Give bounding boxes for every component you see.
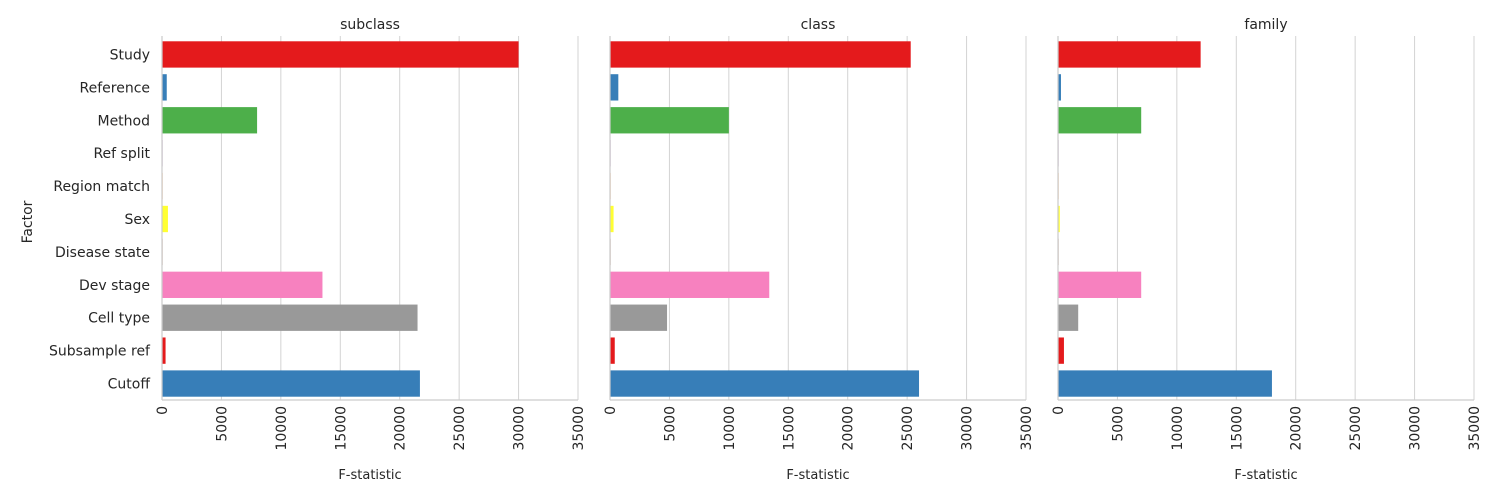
y-axis-title: Factor — [20, 200, 36, 243]
x-tick-label-p0-4: 20000 — [393, 406, 409, 451]
bar-subclass-9 — [162, 337, 166, 364]
x-axis-title-p2: F-statistic — [1234, 468, 1297, 483]
y-tick-label-9: Subsample ref — [49, 344, 151, 360]
y-tick-label-1: Reference — [80, 80, 151, 96]
y-tick-label-10: Cutoff — [108, 377, 151, 393]
x-tick-label-p2-1: 5000 — [1110, 406, 1126, 442]
bar-subclass-7 — [162, 271, 323, 298]
x-tick-label-p1-3: 15000 — [781, 406, 797, 451]
y-tick-label-4: Region match — [53, 179, 150, 195]
x-tick-label-p1-0: 0 — [603, 406, 619, 415]
bar-class-5 — [610, 205, 614, 233]
x-tick-label-p1-5: 25000 — [900, 406, 916, 451]
panel-title-1: class — [801, 17, 836, 33]
x-tick-label-p1-1: 5000 — [662, 406, 678, 442]
bar-family-10 — [1058, 370, 1272, 397]
x-tick-label-p0-2: 10000 — [274, 406, 290, 451]
x-tick-label-p2-6: 30000 — [1408, 406, 1424, 451]
bar-class-8 — [610, 304, 668, 331]
y-tick-label-8: Cell type — [88, 311, 150, 327]
x-tick-label-p1-2: 10000 — [722, 406, 738, 451]
bar-class-9 — [610, 337, 615, 364]
grid-layer — [161, 36, 1475, 400]
x-tick-label-p0-7: 35000 — [571, 406, 587, 451]
bar-layer — [162, 41, 1272, 397]
bar-subclass-0 — [162, 41, 519, 68]
x-axis-title-p0: F-statistic — [338, 468, 401, 483]
x-tick-label-p1-7: 35000 — [1019, 406, 1035, 451]
x-tick-label-p2-7: 35000 — [1467, 406, 1483, 451]
bar-family-8 — [1058, 304, 1079, 331]
bar-class-2 — [610, 107, 729, 134]
bar-family-2 — [1058, 107, 1142, 134]
bar-family-1 — [1058, 74, 1061, 101]
bar-subclass-10 — [162, 370, 420, 397]
panel-title-0: subclass — [340, 17, 400, 33]
y-tick-label-7: Dev stage — [79, 278, 150, 294]
label-layer: Factor 0 5000 10000 15000 20000 25000 30000 350… — [20, 17, 1483, 483]
x-tick-label-p2-4: 20000 — [1289, 406, 1305, 451]
bar-family-5 — [1058, 205, 1060, 233]
x-tick-label-p1-6: 30000 — [960, 406, 976, 451]
panel-title-2: family — [1244, 17, 1287, 33]
bar-family-7 — [1058, 271, 1142, 298]
y-tick-label-3: Ref split — [93, 146, 150, 162]
bar-subclass-8 — [162, 304, 418, 331]
x-tick-label-p0-6: 30000 — [512, 406, 528, 451]
x-tick-label-p2-2: 10000 — [1170, 406, 1186, 451]
x-tick-label-p2-3: 15000 — [1229, 406, 1245, 451]
bar-class-7 — [610, 271, 770, 298]
bar-class-1 — [610, 74, 619, 101]
bar-class-0 — [610, 41, 911, 68]
axis-layer — [161, 36, 1474, 401]
bar-subclass-5 — [162, 205, 168, 233]
x-tick-label-p0-3: 15000 — [333, 406, 349, 451]
x-tick-label-p2-0: 0 — [1051, 406, 1067, 415]
bar-family-9 — [1058, 337, 1064, 364]
x-tick-label-p2-5: 25000 — [1348, 406, 1364, 451]
y-tick-label-5: Sex — [124, 212, 150, 228]
x-tick-label-p0-0: 0 — [155, 406, 171, 415]
bar-subclass-2 — [162, 107, 258, 134]
bar-family-0 — [1058, 41, 1201, 68]
x-tick-label-p0-5: 25000 — [452, 406, 468, 451]
bar-subclass-1 — [162, 74, 167, 101]
x-axis-title-p1: F-statistic — [786, 468, 849, 483]
y-tick-label-6: Disease state — [55, 245, 150, 261]
x-tick-label-p0-1: 5000 — [214, 406, 230, 442]
y-tick-label-0: Study — [110, 47, 150, 63]
y-tick-label-2: Method — [97, 113, 150, 129]
x-tick-label-p1-4: 20000 — [841, 406, 857, 451]
bar-class-10 — [610, 370, 920, 397]
